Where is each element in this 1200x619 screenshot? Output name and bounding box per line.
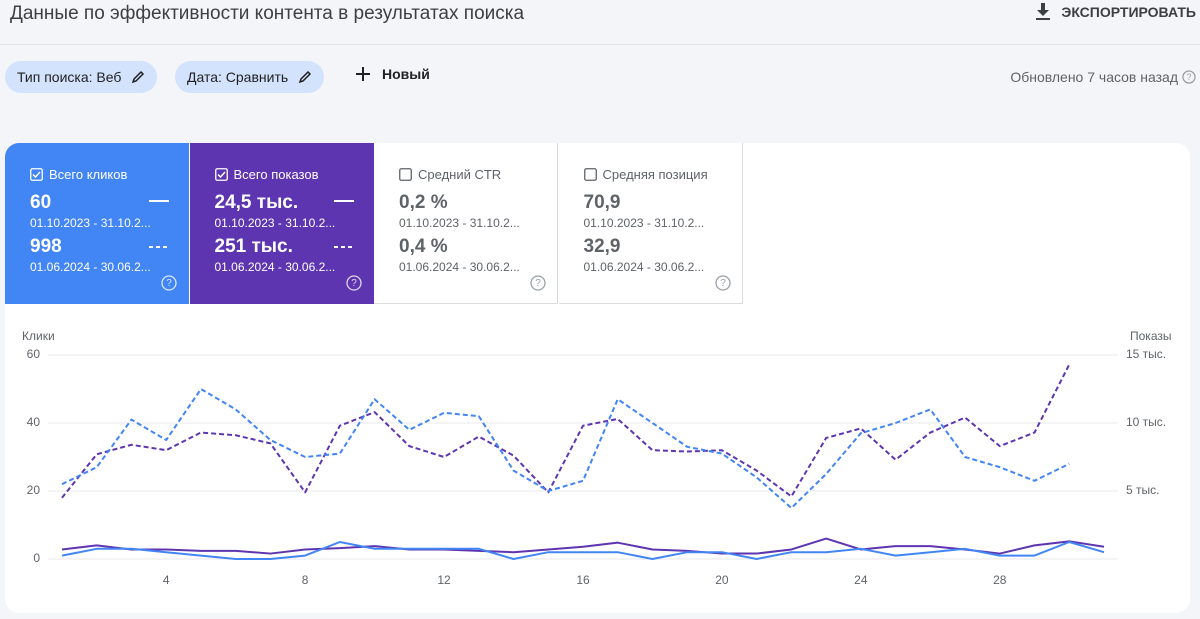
metric-period: 01.10.2023 - 31.10.2... — [583, 216, 705, 230]
checkbox — [583, 168, 597, 181]
metric-label: Всего кликов — [49, 167, 128, 182]
help-mark: ? — [166, 278, 172, 289]
checkbox-box — [30, 168, 43, 181]
metric-period: 01.10.2023 - 31.10.2... — [214, 216, 336, 230]
new-filter-button[interactable]: Новый — [356, 66, 430, 82]
checkbox — [399, 168, 412, 181]
y-tick-label: 60 — [27, 347, 41, 361]
checkbox — [214, 168, 228, 181]
card-icons: ? — [149, 200, 177, 291]
help-mark: ? — [351, 278, 357, 289]
metric-compare-period: 01.06.2024 - 30.06.2... — [399, 260, 520, 274]
pencil — [132, 70, 145, 84]
metric-header: Средняя позиция — [583, 167, 742, 182]
export-label: ЭКСПОРТИРОВАТЬ — [1061, 4, 1196, 20]
checkbox — [30, 168, 43, 181]
filter-chip-label: Дата: Сравнить — [187, 69, 289, 85]
filter-chip[interactable]: Дата: Сравнить — [175, 61, 325, 93]
metric-value: 24,5 тыс. — [214, 192, 299, 213]
metric-card[interactable]: Средняя позиция 70,9 01.10.2023 - 31.10.2.… — [558, 143, 743, 304]
metric-compare-period: 01.06.2024 - 30.06.2... — [30, 260, 151, 274]
metric-value: 70,9 — [583, 192, 621, 213]
checkbox-box — [583, 168, 597, 181]
metric-compare-period: 01.06.2024 - 30.06.2... — [583, 260, 705, 274]
help-circle — [161, 275, 177, 291]
y-tick-label: 40 — [27, 415, 41, 429]
metric-card[interactable]: Всего показов 24,5 тыс. 01.10.2023 - 31.10… — [189, 143, 374, 304]
checkbox-box — [214, 168, 228, 181]
metric-value: 0,2 % — [399, 192, 448, 213]
page-title: Данные по эффективности контента в резул… — [10, 3, 525, 24]
help-mark: ? — [720, 278, 726, 289]
filter-chip-label: Тип поиска: Веб — [17, 69, 122, 85]
x-tick-label: 28 — [993, 573, 1007, 587]
metric-header: Средний CTR — [399, 167, 557, 182]
checkmark — [32, 171, 41, 179]
card-icons: ? — [530, 275, 546, 291]
y-tick-label: 0 — [33, 551, 40, 565]
metric-value: 60 — [30, 192, 52, 213]
export-button[interactable]: ЭКСПОРТИРОВАТЬ — [1035, 3, 1196, 21]
performance-chart: Клики Показы 0 20 40 60 5 тыс. 10 тыс. 15 тыс.… — [22, 329, 1171, 587]
series-line — [61, 364, 1071, 499]
plus-icon — [356, 67, 370, 81]
new-filter-label: Новый — [382, 66, 430, 82]
help-circle — [714, 275, 731, 291]
updated-note: Обновлено 7 часов назад ? — [1010, 69, 1196, 85]
metric-compare-value: 32,9 — [583, 236, 621, 257]
checkbox-box — [399, 168, 412, 181]
divider — [0, 44, 1200, 45]
y-axis-label: Клики — [22, 329, 55, 343]
metric-period: 01.10.2023 - 31.10.2... — [30, 216, 151, 230]
download-icon — [1036, 3, 1051, 20]
metric-compare-value: 998 — [30, 236, 62, 257]
x-tick-label: 8 — [302, 573, 309, 587]
help-circle — [345, 275, 362, 291]
pencil — [298, 70, 312, 84]
metric-header: Всего кликов — [30, 167, 189, 182]
metric-card[interactable]: Средний CTR 0,2 % 01.10.2023 - 31.10.2... 0… — [374, 143, 558, 304]
x-tick-label: 24 — [854, 573, 868, 587]
x-tick-label: 16 — [576, 573, 590, 587]
svg-text:?: ? — [1186, 72, 1191, 82]
card-icons: ? — [714, 275, 731, 291]
x-tick-label: 12 — [437, 573, 451, 587]
y2-tick-label: 15 тыс. — [1126, 347, 1166, 361]
metric-header: Всего показов — [214, 167, 374, 182]
help-circle — [530, 275, 546, 291]
metric-label: Всего показов — [233, 167, 319, 182]
metric-card[interactable]: Всего кликов 60 01.10.2023 - 31.10.2... 998… — [5, 143, 189, 304]
updated-label: Обновлено 7 часов назад — [1010, 69, 1178, 85]
metric-compare-value: 251 тыс. — [214, 236, 293, 257]
edit-icon — [298, 70, 312, 84]
metric-label: Средняя позиция — [602, 167, 708, 182]
edit-icon — [132, 70, 145, 84]
series-line — [61, 537, 1105, 555]
y2-axis-label: Показы — [1130, 329, 1171, 343]
metric-compare-period: 01.06.2024 - 30.06.2... — [214, 260, 336, 274]
filter-chip[interactable]: Тип поиска: Веб — [5, 61, 158, 93]
x-tick-label: 4 — [163, 573, 170, 587]
help-mark: ? — [535, 278, 541, 289]
x-tick-label: 20 — [715, 573, 729, 587]
y-tick-label: 20 — [27, 483, 41, 497]
series-line — [61, 541, 1105, 560]
card-icons: ? — [333, 200, 362, 291]
checkmark — [216, 171, 226, 179]
metric-compare-value: 0,4 % — [399, 236, 448, 257]
y2-tick-label: 5 тыс. — [1126, 483, 1159, 497]
metric-period: 01.10.2023 - 31.10.2... — [399, 216, 520, 230]
series-line — [61, 388, 1070, 509]
y2-tick-label: 10 тыс. — [1126, 415, 1166, 429]
metric-label: Средний CTR — [418, 167, 502, 182]
help-icon[interactable]: ? — [1182, 70, 1196, 84]
